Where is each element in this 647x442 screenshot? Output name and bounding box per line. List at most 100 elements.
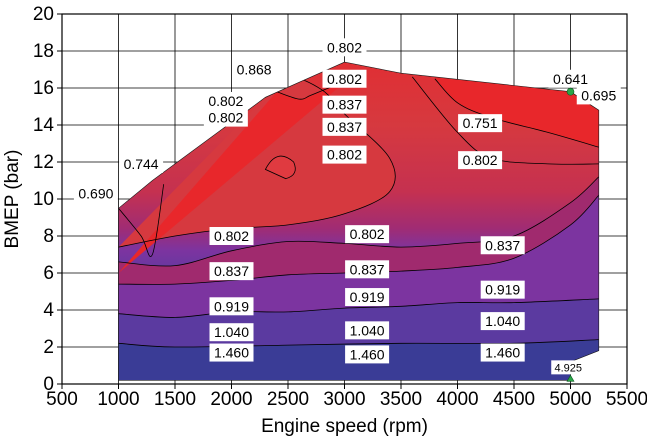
contour-label-text: 1.040	[485, 313, 520, 329]
contour-label-text: 1.460	[350, 346, 385, 362]
contour-label-text: 0.802	[327, 71, 362, 87]
contour-label-text: 1.040	[214, 324, 249, 340]
contour-label-text: 0.919	[350, 289, 385, 305]
contour-label-box	[551, 360, 586, 375]
contour-label-box	[345, 288, 390, 307]
operating-point-markers	[566, 87, 575, 382]
contour-line-0.690	[118, 184, 165, 257]
contour-label: 0.802	[458, 151, 503, 170]
x-tick-label: 1500	[154, 389, 196, 410]
contour-label-text: 0.695	[581, 87, 616, 103]
y-tick-label: 20	[33, 4, 54, 25]
contour-label-box	[458, 114, 503, 133]
contour-label-box	[322, 145, 367, 164]
contour-band-690	[118, 82, 345, 274]
y-tick-label: 2	[43, 337, 54, 358]
contour-label-text: 0.837	[214, 263, 249, 279]
contour-label: 0.919	[480, 280, 525, 299]
contour-label-box	[458, 151, 503, 170]
contour-label-box	[345, 345, 390, 364]
contour-label-text: 0.802	[208, 93, 243, 109]
contour-label-text: 0.837	[485, 237, 520, 253]
contour-label: 0.802	[322, 145, 367, 164]
y-tick-label: 0	[43, 374, 54, 395]
contour-label-box	[480, 236, 525, 255]
contour-label-text: 0.919	[485, 282, 520, 298]
y-axis-title: BMEP (bar)	[2, 150, 23, 249]
contour-label-box	[209, 262, 254, 281]
contour-label-box	[209, 343, 254, 362]
contour-label-box	[209, 297, 254, 316]
x-tick-label: 2500	[267, 389, 309, 410]
contour-label-text: 0.802	[214, 228, 249, 244]
y-tick-label: 10	[33, 189, 54, 210]
contour-label-text: 0.641	[553, 71, 588, 87]
axes: 500 1000 1500 2000 2500 3000 3500 4000 4500 5000 5…	[33, 4, 647, 410]
x-tick-label: 1000	[97, 389, 139, 410]
contour-label: 0.919	[209, 297, 254, 316]
contour-label-box	[480, 343, 525, 362]
contour-label-box	[345, 260, 390, 279]
contour-label: 4.925	[551, 360, 586, 375]
contour-label: 1.460	[345, 345, 390, 364]
contour-label: 0.751	[458, 114, 503, 133]
contour-label: 1.040	[345, 321, 390, 340]
contour-label-box	[345, 321, 390, 340]
contour-label: 1.040	[480, 312, 525, 331]
contour-label: 0.868	[232, 60, 277, 79]
contour-label-text: 0.837	[327, 97, 362, 113]
x-tick-label: 4500	[493, 389, 535, 410]
contour-label-text: 0.802	[350, 226, 385, 242]
contour-label-box	[480, 280, 525, 299]
contour-label-text: 1.040	[350, 322, 385, 338]
contour-label: 1.460	[480, 343, 525, 362]
x-tick-label: 4000	[436, 389, 478, 410]
contour-label-box	[322, 38, 367, 57]
contour-label-text: 0.690	[78, 185, 113, 201]
contour-label-box	[322, 95, 367, 114]
contour-label-text: 0.837	[350, 261, 385, 277]
x-axis-title: Engine speed (rpm)	[261, 416, 428, 437]
contour-label: 0.802	[322, 69, 367, 88]
contour-label: 0.802	[345, 225, 390, 244]
y-tick-label: 12	[33, 152, 54, 173]
contour-fill-group	[118, 62, 599, 381]
contour-label: 0.695	[576, 86, 621, 105]
contour-label-box	[73, 184, 118, 203]
contour-label: 1.040	[209, 323, 254, 342]
contour-label-text: 0.802	[327, 39, 362, 55]
operating-point-marker	[566, 374, 575, 382]
contour-line-1.040	[118, 298, 599, 318]
y-tick-label: 18	[33, 41, 54, 62]
contour-label: 0.919	[345, 288, 390, 307]
x-tick-label: 5000	[549, 389, 591, 410]
contour-label-text: 1.460	[214, 345, 249, 361]
contour-fill	[118, 62, 599, 381]
contour-label-box	[203, 91, 248, 110]
contour-label: 0.802	[209, 227, 254, 245]
y-tick-label: 6	[43, 263, 54, 284]
contour-label-box	[345, 225, 390, 244]
contour-label-box	[209, 323, 254, 342]
contour-line-0.837	[118, 176, 599, 267]
x-tick-label: 2000	[210, 389, 252, 410]
contour-label: 0.690	[73, 184, 118, 203]
y-tick-label: 8	[43, 226, 54, 247]
x-tick-label: 3500	[380, 389, 422, 410]
contour-label-box	[209, 227, 254, 245]
contour-label-text: 4.925	[554, 362, 582, 374]
x-tick-label: 3000	[323, 389, 365, 410]
contour-label-text: 0.837	[327, 119, 362, 135]
contour-label-box	[322, 117, 367, 136]
contour-label: 0.837	[322, 117, 367, 136]
contour-label-text: 0.751	[463, 115, 498, 131]
contour-label: 0.744	[119, 154, 164, 173]
contour-label-text: 0.868	[237, 62, 272, 78]
contour-label-text: 1.460	[485, 345, 520, 361]
contour-label-box	[232, 60, 277, 79]
contour-label-box	[480, 312, 525, 331]
contour-label-box	[548, 69, 593, 88]
contour-label: 0.837	[209, 262, 254, 281]
